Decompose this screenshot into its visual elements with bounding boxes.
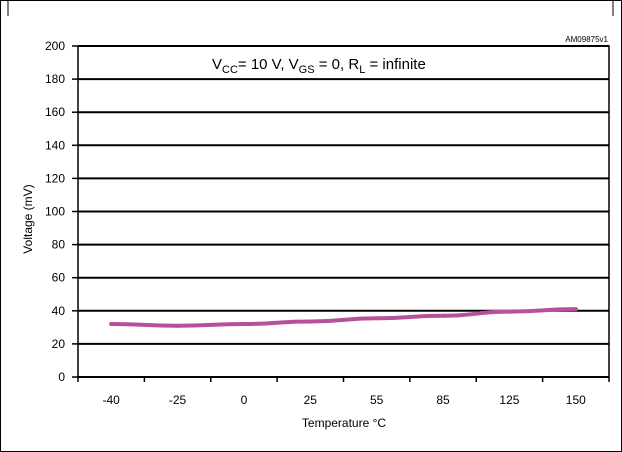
grid-lines [78, 45, 609, 345]
x-tick-label: 25 [304, 393, 318, 407]
y-tick-label: 20 [52, 337, 66, 351]
data-point [573, 307, 578, 312]
vgs-symbol: V [289, 56, 299, 73]
vcc-value: = 10 V, [238, 56, 289, 73]
x-tick-label: 0 [241, 393, 248, 407]
y-tick-label: 0 [58, 370, 65, 384]
figure-code: AM09875v1 [565, 35, 608, 44]
y-tick-label: 160 [45, 105, 65, 119]
series-group [109, 307, 578, 328]
x-axis-tick-labels: -40 -25 0 25 55 85 125 150 [103, 393, 587, 407]
vgs-subscript: GS [299, 64, 315, 76]
vgs-value: = 0, [315, 56, 349, 73]
data-point [441, 313, 446, 318]
data-point [175, 323, 180, 328]
x-tick-label: 125 [499, 393, 519, 407]
rl-symbol: R [348, 56, 359, 73]
condition-annotation: VCC= 10 V, VGS = 0, RL = infinite [212, 56, 426, 76]
y-tick-label: 40 [52, 304, 66, 318]
x-tick-label: 55 [370, 393, 384, 407]
vcc-subscript: CC [222, 64, 238, 76]
data-point [109, 322, 114, 327]
data-point [374, 316, 379, 321]
y-axis-tick-labels: 0 20 40 60 80 100 120 140 160 180 200 [45, 39, 65, 384]
vcc-symbol: V [212, 56, 222, 73]
series-line-0 [109, 307, 578, 328]
x-tick-label: -25 [169, 393, 187, 407]
y-tick-label: 200 [45, 39, 65, 53]
rl-subscript: L [359, 64, 365, 76]
y-tick-label: 140 [45, 138, 65, 152]
x-tick-label: 150 [566, 393, 586, 407]
x-axis-label: Temperature °C [302, 416, 386, 430]
y-tick-label: 180 [45, 72, 65, 86]
data-point [308, 319, 313, 324]
y-axis-ticks [72, 45, 78, 378]
data-point [507, 309, 512, 314]
data-point [241, 322, 246, 327]
x-tick-label: -40 [103, 393, 121, 407]
y-tick-label: 100 [45, 205, 65, 219]
rl-value: = infinite [365, 56, 425, 73]
y-tick-label: 80 [52, 238, 66, 252]
y-tick-label: 120 [45, 171, 65, 185]
x-tick-label: 85 [436, 393, 450, 407]
y-tick-label: 60 [52, 271, 66, 285]
y-axis-label: Voltage (mV) [21, 184, 35, 253]
